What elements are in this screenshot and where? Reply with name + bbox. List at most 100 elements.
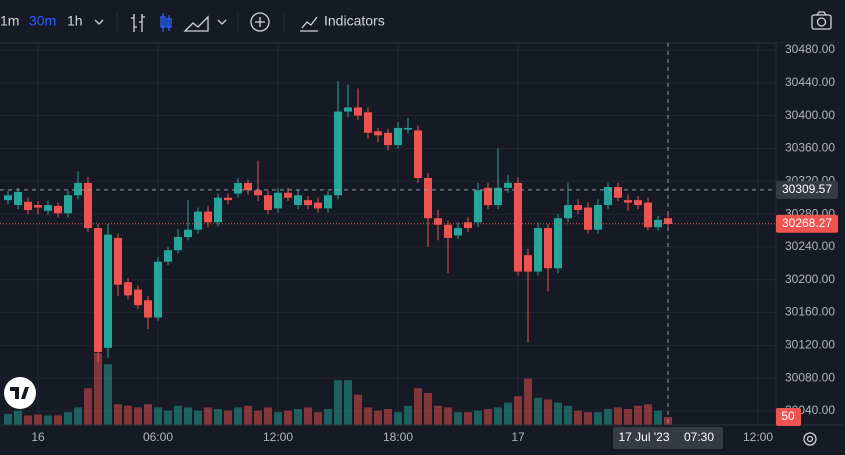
x-tick-label: 18:00 [383, 430, 413, 444]
interval-button[interactable]: 1m [0, 13, 19, 29]
y-tick-label: 30160.00 [785, 305, 835, 319]
volume-bar [104, 364, 112, 425]
volume-bar [444, 407, 452, 425]
candle-body [4, 195, 12, 201]
candle-body [374, 131, 382, 136]
candle-body [224, 197, 232, 201]
candle-body [464, 222, 472, 229]
volume-bar [384, 409, 392, 425]
candle-body [434, 218, 442, 225]
interval-button-active[interactable]: 30m [29, 13, 56, 29]
candle-body [624, 200, 632, 203]
candle-body [314, 202, 322, 209]
volume-bar [154, 407, 162, 425]
crosshair-date-label: 17 Jul '23 [619, 430, 670, 444]
candle-body [234, 182, 242, 194]
volume-bar [554, 402, 562, 425]
last-price-label: 30268.27 [782, 216, 832, 230]
candle-body [144, 300, 152, 318]
volume-bar [644, 404, 652, 425]
volume-bar [364, 407, 372, 425]
candle-body [124, 282, 132, 296]
candle-body [324, 195, 332, 209]
interval-dropdown[interactable] [94, 19, 104, 25]
crosshair-price-box [776, 180, 838, 199]
indicators-button[interactable]: Indicators [324, 13, 385, 29]
volume-bar [344, 380, 352, 425]
candle-body [564, 205, 572, 219]
price-axis-bg [776, 43, 845, 425]
volume-bar [464, 412, 472, 425]
volume-bar [294, 409, 302, 425]
candle-body [274, 192, 282, 209]
candle-body [534, 228, 542, 272]
candle-body [484, 187, 492, 206]
volume-bar [424, 393, 432, 425]
volume-bar [524, 378, 532, 425]
compare-button[interactable] [250, 12, 270, 32]
candle-body [114, 237, 122, 285]
area-icon[interactable] [183, 15, 209, 32]
candle-body [474, 190, 482, 223]
candle-body [254, 190, 262, 196]
volume-bar [124, 405, 132, 425]
candles-icon[interactable] [160, 13, 172, 32]
volume-bar [504, 402, 512, 425]
volume-bar [354, 394, 362, 425]
volume-bar [134, 407, 142, 425]
volume-bar [374, 410, 382, 425]
grid [0, 43, 775, 425]
candle-body [494, 187, 502, 206]
volume-bar [584, 412, 592, 425]
volume-bar [304, 407, 312, 425]
bars-icon[interactable] [131, 14, 145, 32]
candle-body [514, 182, 522, 272]
chart-type-dropdown[interactable] [217, 19, 227, 25]
volume-bar [184, 407, 192, 425]
candle-body [104, 234, 112, 348]
candle-body [544, 228, 552, 269]
candle-body [354, 107, 362, 116]
candle-body [644, 202, 652, 228]
volume-bar [64, 412, 72, 425]
candle-body [394, 127, 402, 146]
volume-bar [74, 407, 82, 425]
volume-bar [654, 410, 662, 425]
volume-bar [404, 405, 412, 425]
volume-bar [44, 415, 52, 425]
settings-button[interactable] [803, 432, 817, 446]
volume-bar [334, 380, 342, 425]
toolbar: 1m 30m 1h Indicators [0, 11, 845, 44]
volume-bar [454, 412, 462, 425]
volume-bar [594, 412, 602, 425]
interval-button[interactable]: 1h [67, 13, 83, 29]
candle-body [154, 261, 162, 318]
volume-bar [514, 396, 522, 425]
y-tick-label: 30480.00 [785, 42, 835, 56]
candle-body [164, 250, 172, 262]
candle-body [84, 182, 92, 229]
crosshair-time-label: 07:30 [684, 430, 714, 444]
volume-bar [94, 353, 102, 425]
candle-body [574, 205, 582, 210]
volume-bar [604, 409, 612, 425]
candle-body [614, 187, 622, 198]
candle-body [364, 112, 372, 133]
volume-bar [84, 388, 92, 425]
x-tick-label: 17 [511, 430, 525, 444]
volume-bar [254, 410, 262, 425]
screenshot-button[interactable] [811, 11, 832, 30]
candle-body [634, 200, 642, 206]
candle-body [344, 107, 352, 112]
volume-bar [394, 412, 402, 425]
candle-body [94, 228, 102, 352]
volume-bar [484, 409, 492, 425]
tradingview-logo[interactable] [4, 377, 36, 409]
y-tick-label: 30400.00 [785, 108, 835, 122]
volume-bar [634, 405, 642, 425]
volume-bar [314, 412, 322, 425]
overlay [0, 43, 775, 425]
candle-body [34, 205, 42, 208]
indicators-icon[interactable] [300, 16, 318, 32]
